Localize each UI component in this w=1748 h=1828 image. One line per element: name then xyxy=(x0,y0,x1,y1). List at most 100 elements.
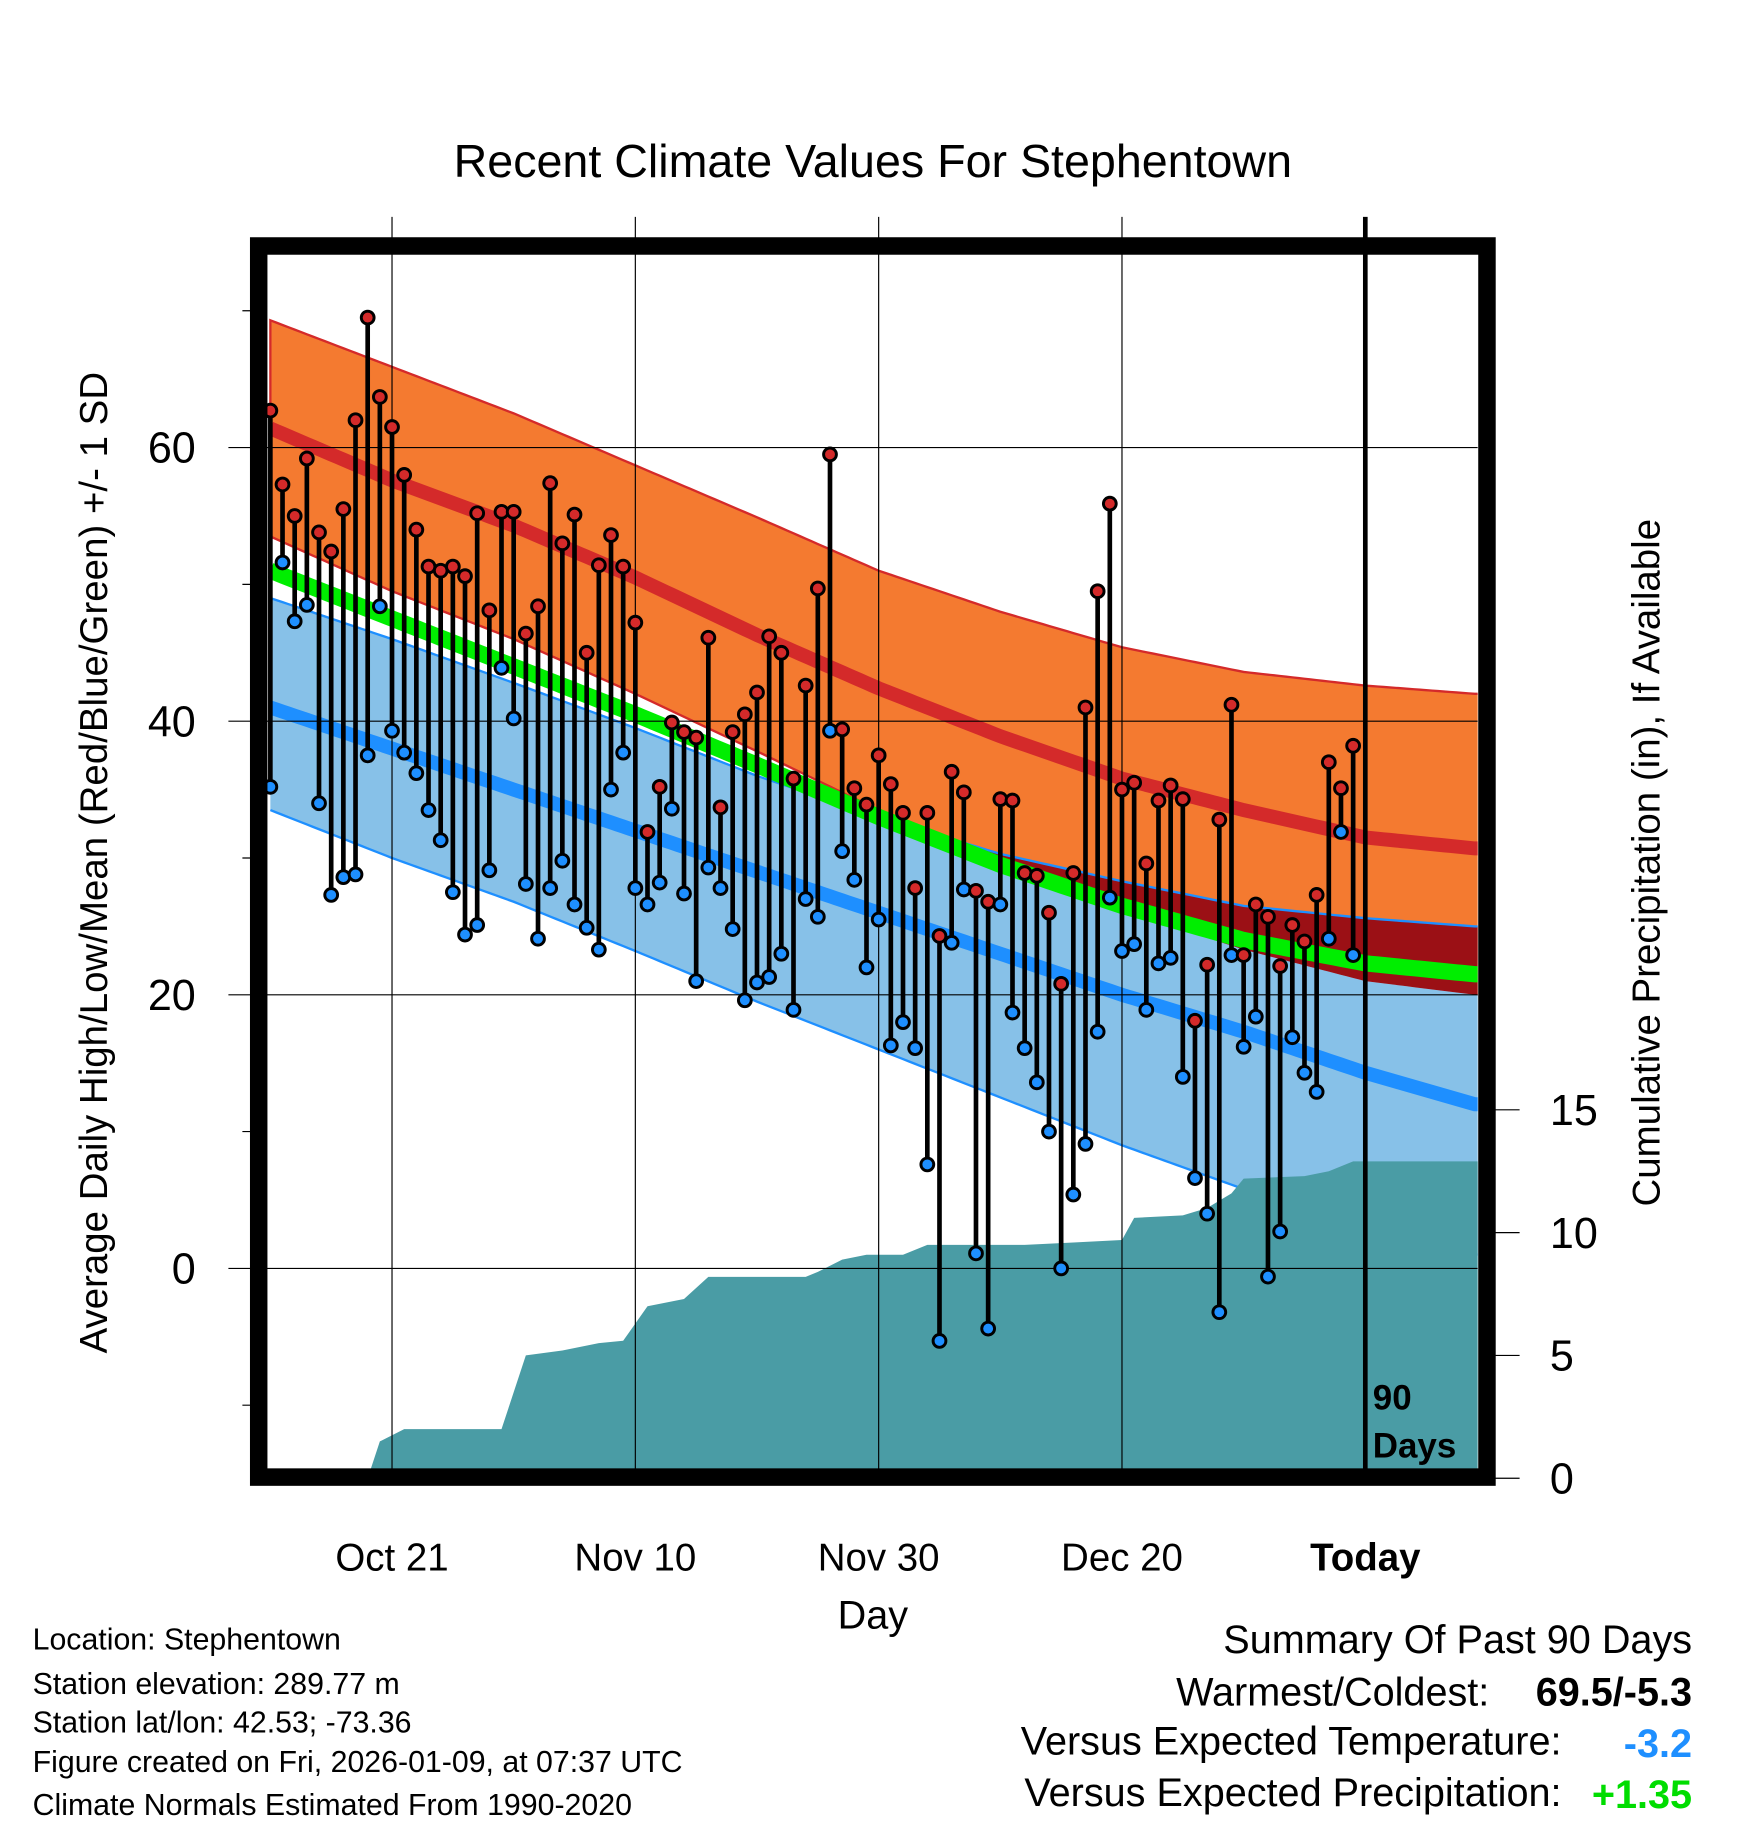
high-temp-point xyxy=(627,614,644,631)
chart-title: Recent Climate Values For Stephentown xyxy=(454,135,1292,187)
low-temp-point xyxy=(1199,1205,1216,1222)
low-temp-point xyxy=(1272,1223,1289,1240)
high-temp-point xyxy=(311,524,327,541)
high-temp-point xyxy=(1016,865,1033,881)
precipitation-area xyxy=(370,1161,1478,1469)
high-temp-point xyxy=(371,389,388,405)
y-tick-label: 0 xyxy=(172,1246,196,1294)
high-temp-point xyxy=(347,412,364,429)
high-temp-point xyxy=(1187,1012,1203,1029)
low-temp-point xyxy=(566,896,583,913)
high-temp-point xyxy=(335,501,352,517)
low-temp-point xyxy=(298,597,315,613)
x-axis-label: Day xyxy=(838,1594,909,1638)
y-axis-label: Average Daily High/Low/Mean (Red/Blue/Gr… xyxy=(73,372,116,1354)
high-temp-point xyxy=(858,796,875,813)
low-temp-point xyxy=(530,930,546,947)
high-temp-point xyxy=(1247,896,1264,913)
low-temp-point xyxy=(882,1037,899,1054)
high-temp-point xyxy=(1333,780,1349,797)
high-temp-point xyxy=(1041,904,1057,921)
y-tick-label: 60 xyxy=(148,425,196,473)
high-temp-point xyxy=(688,729,705,746)
low-temp-point xyxy=(347,866,364,883)
temp-anomaly-value: -3.2 xyxy=(1624,1722,1692,1766)
high-temp-point xyxy=(700,629,717,646)
high-temp-point xyxy=(1150,792,1167,809)
mean-line xyxy=(268,563,1478,983)
high-temp-point xyxy=(822,446,838,463)
high-temp-point xyxy=(846,780,863,797)
low-temp-point xyxy=(323,887,340,903)
today-label-days: Days xyxy=(1373,1426,1457,1465)
low-temp-point xyxy=(663,800,680,817)
low-temp-point xyxy=(1345,947,1362,963)
low-temp-point xyxy=(469,917,486,933)
high-temp-point xyxy=(384,419,400,435)
low-temp-point xyxy=(578,919,595,936)
low-temp-point xyxy=(761,969,778,985)
low-temp-point xyxy=(919,1156,936,1173)
y-tick-label: 20 xyxy=(148,972,196,1020)
y2-tick-label: 10 xyxy=(1550,1210,1598,1258)
low-temp-point xyxy=(1150,955,1167,972)
high-temp-point xyxy=(809,580,826,597)
plot-area xyxy=(268,318,1478,1469)
high-temp-point xyxy=(639,824,656,840)
high-temp-point xyxy=(1114,781,1130,798)
low-temp-point xyxy=(457,926,473,943)
high-temp-point xyxy=(274,476,291,493)
high-temp-point xyxy=(676,724,692,740)
low-temp-point xyxy=(1114,943,1130,959)
high-temp-point xyxy=(663,714,680,731)
low-temp-point xyxy=(335,869,352,886)
high-temp-point xyxy=(1320,754,1337,771)
high-temp-point xyxy=(1101,495,1118,512)
low-temp-point xyxy=(785,1001,802,1018)
y2-axis-label: Cumulative Precipitation (in), If Availa… xyxy=(1625,519,1668,1207)
high-temp-point xyxy=(919,804,936,821)
latlon-text: Station lat/lon: 42.53; -73.36 xyxy=(33,1706,412,1739)
high-temp-point xyxy=(517,625,534,642)
high-temp-point xyxy=(1174,791,1191,808)
today-label-number: 90 xyxy=(1373,1378,1412,1417)
temp-anomaly-label: Versus Expected Temperature: xyxy=(1021,1720,1562,1764)
created-text: Figure created on Fri, 2026-01-09, at 07… xyxy=(33,1746,683,1779)
high-temp-point xyxy=(907,880,924,896)
high-temp-point xyxy=(408,521,425,538)
low-temp-point xyxy=(1004,1004,1021,1021)
low-temp-point xyxy=(1138,1001,1155,1018)
low-temp-point xyxy=(444,884,461,901)
high-temp-point xyxy=(980,893,997,910)
high-temp-point xyxy=(1126,774,1143,791)
x-tick-label: Nov 10 xyxy=(574,1536,696,1579)
low-temp-point xyxy=(773,945,790,962)
low-temp-point xyxy=(1101,889,1118,906)
low-temp-point xyxy=(1320,930,1337,947)
high-temp-point xyxy=(590,557,607,574)
warmest-coldest-value: 69.5/-5.3 xyxy=(1536,1671,1692,1715)
low-temp-point xyxy=(481,862,498,879)
low-temp-point xyxy=(1235,1038,1252,1055)
low-temp-point xyxy=(627,880,644,896)
y-tick-label: 40 xyxy=(148,698,196,746)
high-temp-point xyxy=(834,721,851,738)
high-temp-point xyxy=(651,778,668,795)
low-temp-point xyxy=(1260,1268,1276,1285)
high-temp-point xyxy=(566,506,583,523)
x-tick-label: Oct 21 xyxy=(335,1536,448,1579)
low-temp-point xyxy=(797,891,814,907)
low-temp-point xyxy=(1126,936,1143,953)
high-temp-point xyxy=(396,467,413,483)
y2-tick-label: 0 xyxy=(1550,1455,1574,1503)
low-temp-point xyxy=(359,747,376,764)
high-temp-point xyxy=(298,450,315,467)
high-temp-point xyxy=(1260,908,1276,925)
x-tick-label: Dec 20 xyxy=(1061,1536,1183,1579)
low-temp-point xyxy=(639,896,656,913)
high-temp-point xyxy=(712,799,729,816)
high-temp-point xyxy=(895,804,911,821)
high-temp-point xyxy=(457,568,473,585)
y2-tick-label: 15 xyxy=(1550,1087,1598,1135)
high-temp-point xyxy=(931,928,948,944)
